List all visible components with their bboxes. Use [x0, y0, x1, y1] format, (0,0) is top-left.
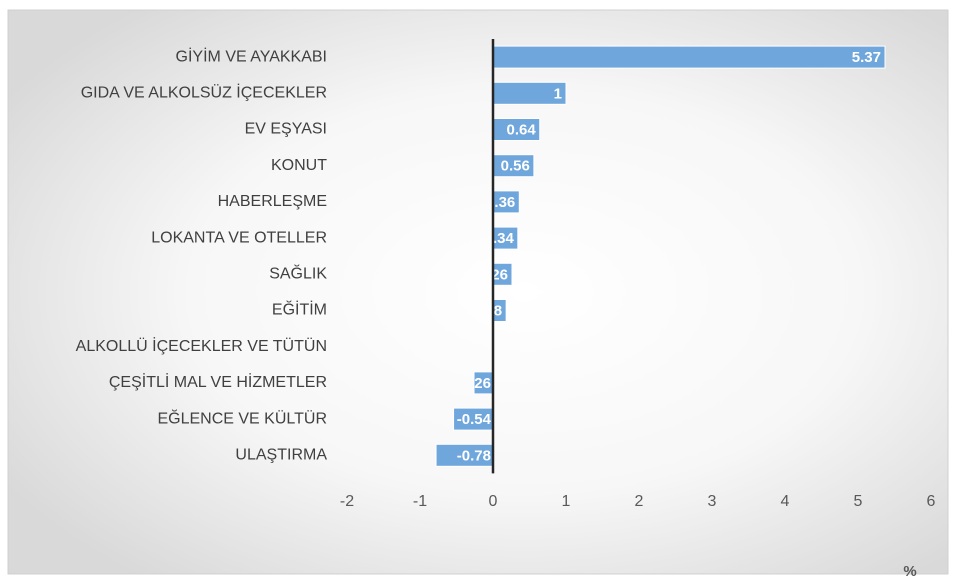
category-label: HABERLEŞME [218, 193, 327, 210]
category-label: ULAŞTIRMA [235, 447, 327, 464]
category-label: ÇEŞİTLİ MAL VE HİZMETLER [109, 372, 327, 391]
category-label: LOKANTA VE OTELLER [151, 229, 327, 246]
category-label: ALKOLLÜ İÇECEKLER VE TÜTÜN [76, 336, 327, 355]
x-tick-label: 3 [708, 493, 717, 510]
value-label: 0.18 [473, 302, 502, 319]
plot-background [7, 9, 949, 575]
x-tick-label: 4 [781, 493, 790, 510]
value-label: -0.26 [457, 375, 491, 392]
value-label: -0.78 [457, 447, 491, 464]
x-tick-label: 2 [635, 493, 644, 510]
value-label: 0.26 [479, 266, 508, 283]
x-tick-label: 6 [927, 493, 936, 510]
x-tick-label: -1 [413, 493, 427, 510]
value-label: 0.56 [501, 158, 530, 175]
category-label: EV EŞYASI [245, 121, 327, 138]
value-label: 5.37 [852, 49, 881, 66]
value-label: 0.36 [486, 194, 515, 211]
x-tick-label: 0 [489, 493, 498, 510]
value-label: 0.64 [507, 121, 537, 138]
x-axis-label: % [903, 563, 916, 580]
category-label: EĞİTİM [272, 300, 327, 319]
category-label: KONUT [271, 157, 327, 174]
category-label: SAĞLIK [269, 264, 327, 283]
category-label: EĞLENCE VE KÜLTÜR [157, 408, 327, 427]
value-label: 1 [554, 85, 562, 102]
value-label: -0.54 [457, 411, 492, 428]
category-label: GİYİM VE AYAKKABI [176, 46, 327, 65]
category-label: GIDA VE ALKOLSÜZ İÇECEKLER [81, 83, 327, 102]
x-tick-label: -2 [340, 493, 354, 510]
x-tick-label: 1 [562, 493, 571, 510]
bar [492, 45, 886, 69]
value-label: 0.34 [485, 230, 515, 247]
x-tick-label: 5 [854, 493, 863, 510]
